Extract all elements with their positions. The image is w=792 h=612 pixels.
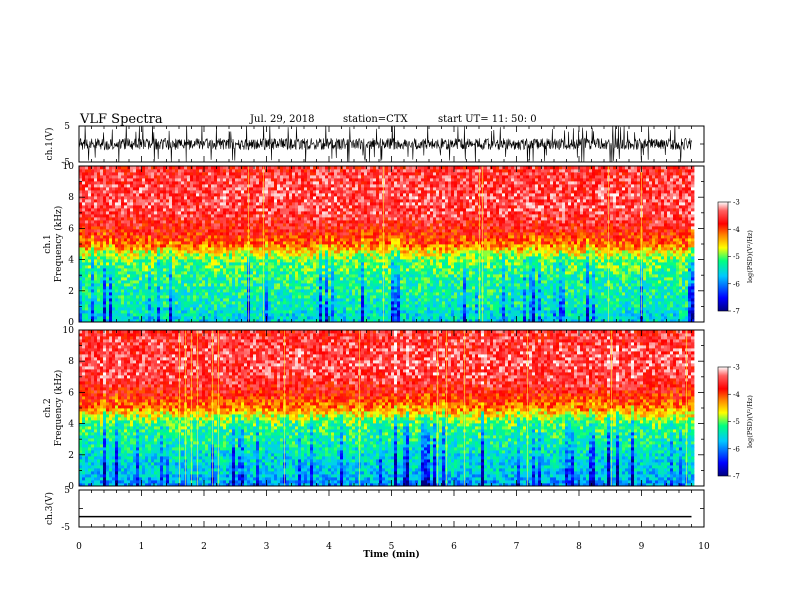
- ch2-colorbar-tick-label: -4: [733, 391, 740, 399]
- ch2-colorbar: [717, 366, 729, 477]
- x-tick-label: 3: [264, 542, 270, 552]
- ch1-y-tick-label: 4: [68, 256, 74, 266]
- x-tick-label: 10: [698, 542, 710, 552]
- ch1-colorbar-label: log(PSD)(V²/Hz): [746, 230, 754, 283]
- ch2-y-tick-label: 2: [68, 451, 74, 461]
- ch2-y-tick-label: 8: [68, 357, 74, 367]
- ch1-waveform-line: [79, 126, 692, 162]
- ch1-colorbar-tick-label: -4: [733, 226, 740, 234]
- ch1-colorbar-tick-label: -3: [733, 199, 740, 207]
- ch3-waveform-ylabel: ch.3(V): [44, 492, 55, 525]
- ch1-y-tick-label: 6: [68, 224, 74, 234]
- ch1-y-tick-label: 2: [68, 287, 74, 297]
- ch3-waveform-y-tick-label: -5: [61, 523, 70, 533]
- ch1-ylabel-channel: ch.1: [43, 234, 53, 253]
- header-title: VLF Spectra: [80, 112, 163, 127]
- x-axis-label: Time (min): [363, 549, 420, 560]
- ch1-spectrogram-heatmap: [79, 166, 695, 322]
- ch2-y-tick-label: 4: [68, 420, 74, 430]
- x-tick-label: 8: [576, 542, 582, 552]
- ch2-y-tick-label: 0: [68, 482, 74, 492]
- ch2-colorbar-tick-label: -6: [733, 445, 740, 453]
- ch2-colorbar-label: log(PSD)(V²/Hz): [746, 395, 754, 448]
- x-tick-label: 9: [639, 542, 645, 552]
- ch1-colorbar-tick-label: -6: [733, 280, 740, 288]
- ch1-y-tick-label: 0: [68, 318, 74, 328]
- x-tick-label: 0: [76, 542, 82, 552]
- ch2-colorbar-tick-label: -5: [733, 418, 740, 426]
- ch1-y-tick-label: 10: [63, 162, 75, 172]
- ch2-spectrogram-heatmap: [79, 330, 695, 486]
- x-tick-label: 4: [326, 542, 332, 552]
- ch1-waveform-ylabel: ch.1(V): [44, 128, 55, 161]
- ch3-waveform-y-tick-label: 5: [64, 486, 70, 496]
- header-date: Jul. 29, 2018: [250, 114, 315, 125]
- ch2-y-tick-label: 10: [63, 326, 75, 336]
- ch1-ylabel-frequency: Frequency (kHz): [53, 206, 64, 283]
- ch2-ylabel-channel: ch.2: [43, 398, 53, 417]
- ch2-colorbar-tick-label: -7: [733, 473, 740, 481]
- ch2-y-tick-label: 6: [68, 388, 74, 398]
- header-start-time: start UT= 11: 50: 0: [438, 114, 537, 125]
- ch1-colorbar: [717, 201, 729, 312]
- ch1-colorbar-tick-label: -5: [733, 253, 740, 261]
- header-station: station=CTX: [343, 114, 408, 125]
- x-tick-label: 6: [451, 542, 457, 552]
- ch1-waveform-y-tick-label: 5: [64, 122, 70, 132]
- ch1-waveform-y-tick-label: -5: [61, 158, 70, 168]
- ch2-colorbar-tick-label: -3: [733, 364, 740, 372]
- x-tick-label: 1: [139, 542, 145, 552]
- x-tick-label: 7: [514, 542, 520, 552]
- ch1-colorbar-tick-label: -7: [733, 308, 740, 316]
- x-tick-label: 5: [389, 542, 395, 552]
- x-tick-label: 2: [201, 542, 207, 552]
- ch1-y-tick-label: 8: [68, 193, 74, 203]
- ch2-ylabel-frequency: Frequency (kHz): [53, 370, 64, 447]
